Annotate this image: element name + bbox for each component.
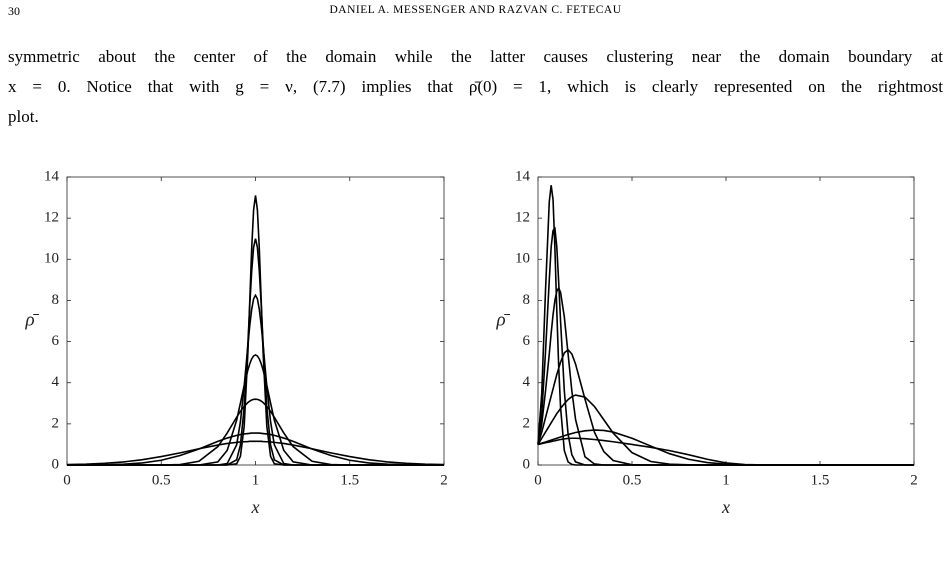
- curve: [67, 354, 444, 466]
- x-tick-label: 1: [722, 472, 730, 488]
- x-tick-label: 2: [910, 472, 918, 488]
- curve: [67, 432, 444, 466]
- y-tick-label: 12: [515, 210, 530, 226]
- curve: [537, 429, 914, 466]
- y-tick-label: 12: [44, 210, 59, 226]
- x-axis-label: x: [721, 497, 730, 517]
- text-line: symmetric about the center of the domain…: [8, 47, 943, 66]
- y-axis-label: ρ̄: [24, 309, 39, 330]
- paragraph: symmetric about the center of the domain…: [8, 42, 943, 132]
- curve: [67, 293, 444, 466]
- x-axis-label: x: [251, 497, 260, 517]
- curve: [66, 440, 445, 466]
- curve: [67, 398, 444, 466]
- curve: [537, 437, 914, 466]
- y-tick-label: 0: [523, 456, 531, 472]
- x-tick-label: 2: [440, 472, 448, 488]
- x-tick-label: 0.5: [623, 472, 642, 488]
- x-tick-label: 1: [252, 472, 260, 488]
- plot-frame: [66, 176, 445, 466]
- curve: [67, 195, 444, 466]
- page-number: 30: [8, 4, 20, 18]
- x-tick-label: 1.5: [811, 472, 830, 488]
- y-tick-label: 6: [52, 333, 60, 349]
- text-line: x = 0. Notice that with g = ν, (7.7) imp…: [8, 77, 943, 96]
- curve: [67, 238, 444, 466]
- y-tick-label: 10: [515, 251, 530, 267]
- y-tick-label: 2: [523, 415, 531, 431]
- curve: [537, 185, 914, 466]
- y-tick-label: 4: [52, 374, 60, 390]
- x-tick-label: 0: [63, 472, 71, 488]
- y-tick-label: 2: [52, 415, 60, 431]
- curve: [537, 394, 914, 466]
- x-tick-label: 0: [534, 472, 542, 488]
- text-line: plot.: [8, 107, 39, 126]
- y-tick-label: 6: [523, 333, 531, 349]
- running-title: DANIEL A. MESSENGER AND RAZVAN C. FETECA…: [329, 4, 622, 16]
- y-tick-label: 10: [44, 251, 59, 267]
- y-tick-label: 0: [52, 456, 60, 472]
- y-axis-label: ρ̄: [495, 309, 510, 330]
- y-tick-label: 14: [515, 168, 531, 184]
- x-tick-label: 0.5: [152, 472, 171, 488]
- y-tick-label: 4: [523, 374, 531, 390]
- x-tick-label: 1.5: [340, 472, 359, 488]
- y-tick-label: 14: [44, 168, 60, 184]
- curve: [537, 286, 914, 466]
- y-tick-label: 8: [52, 292, 60, 308]
- y-tick-label: 8: [523, 292, 531, 308]
- plot-frame: [537, 176, 915, 466]
